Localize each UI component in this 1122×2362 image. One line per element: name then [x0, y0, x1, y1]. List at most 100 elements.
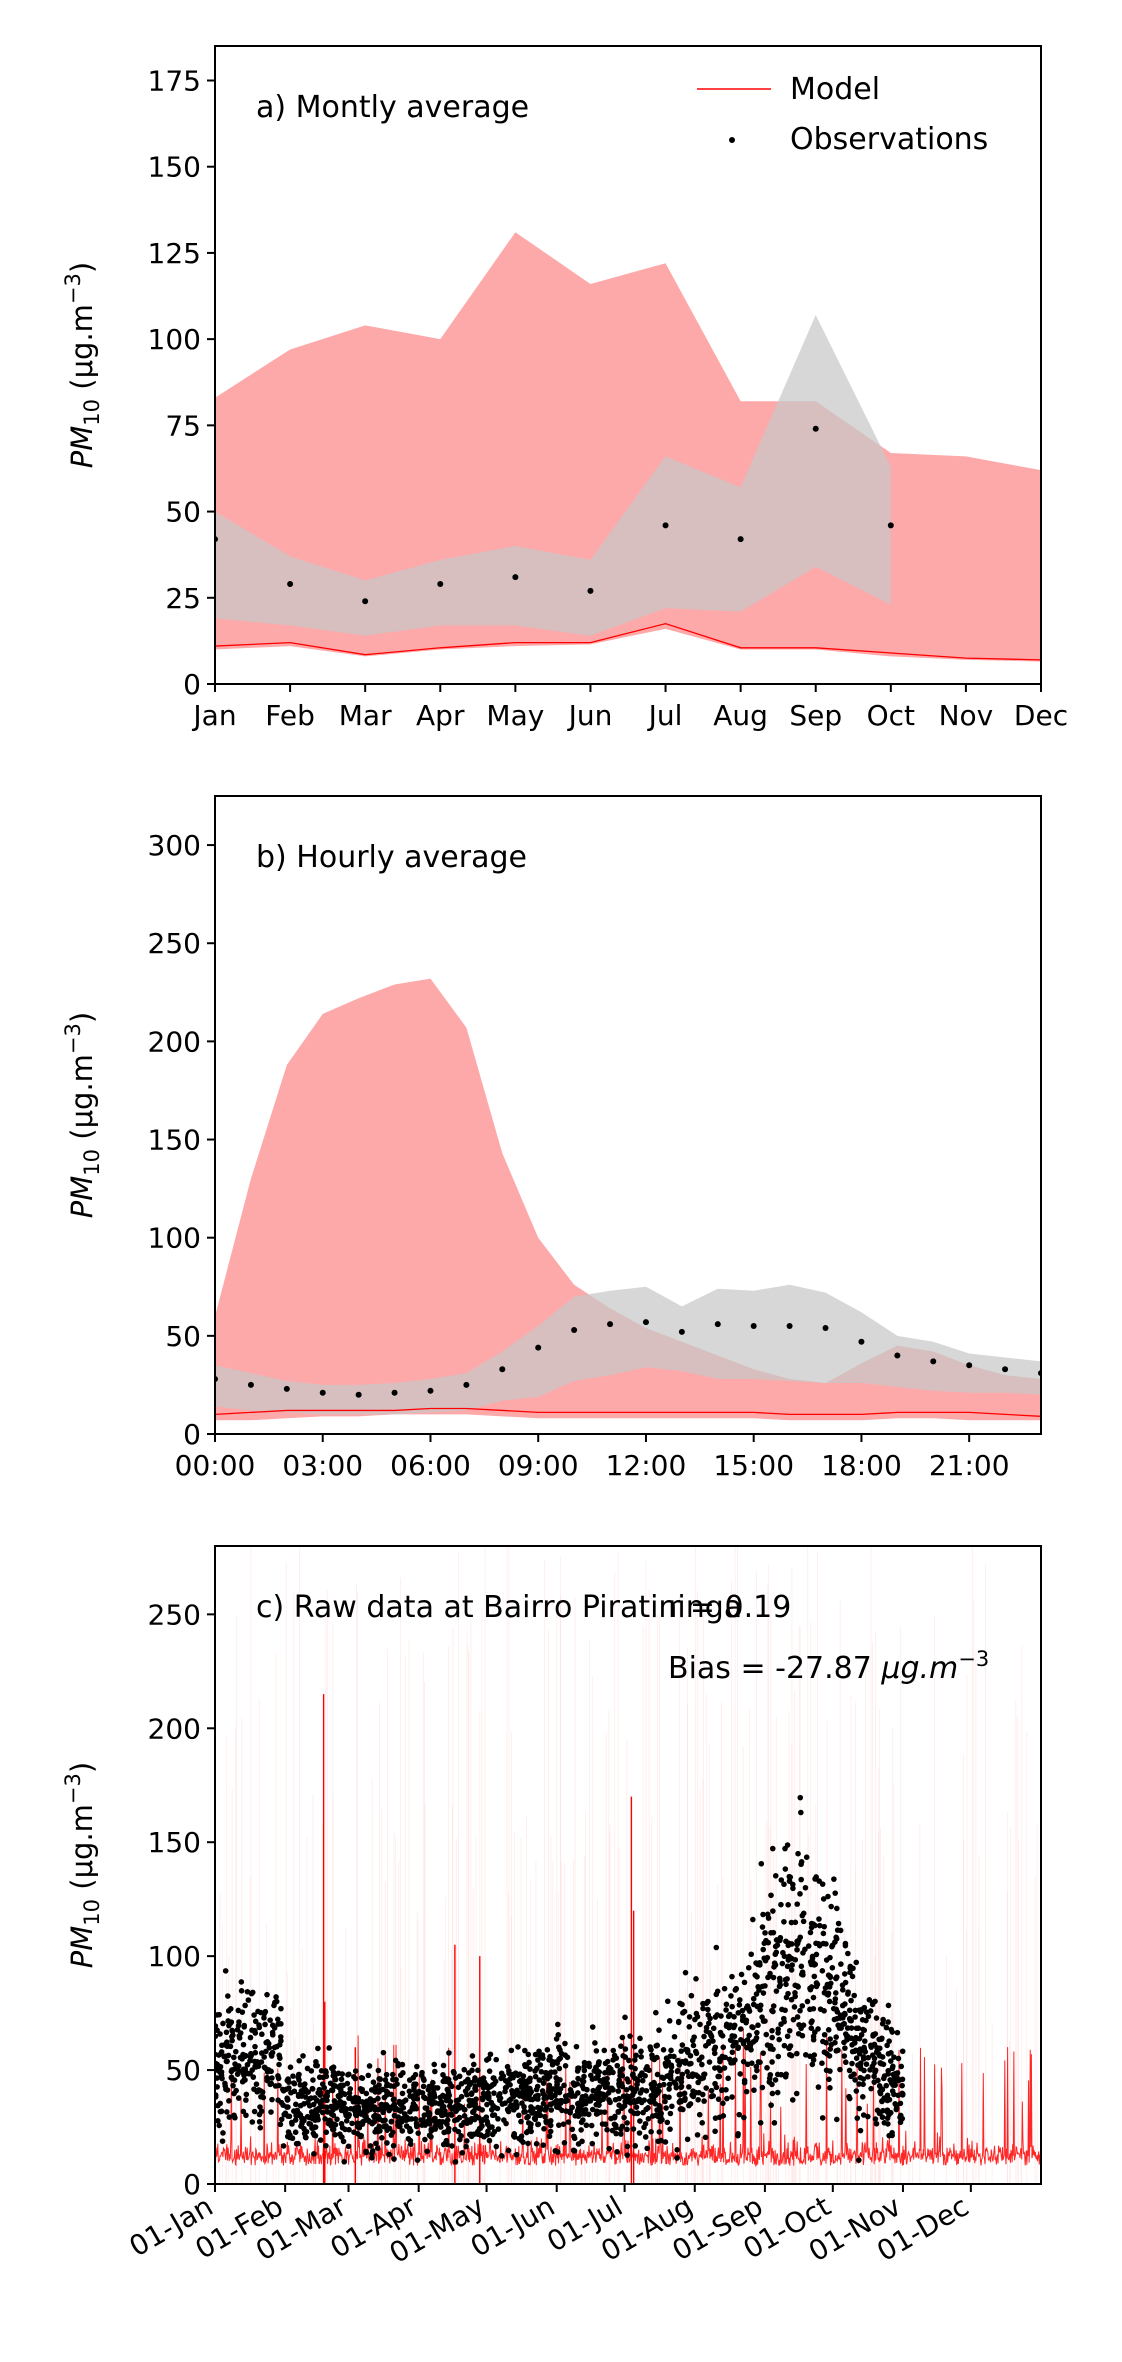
- observation-point: [798, 1963, 805, 1970]
- observation-point: [856, 2105, 862, 2112]
- observation-point: [673, 2084, 680, 2091]
- observation-point: [760, 1911, 766, 1918]
- observation-point: [461, 2106, 468, 2113]
- observation-point: [627, 2033, 633, 2039]
- observation-point: [813, 1951, 820, 1958]
- ylabel-sub-a: 10: [80, 399, 104, 426]
- observation-point: [548, 2107, 555, 2113]
- observation-point: [318, 2068, 325, 2074]
- observation-point: [606, 2145, 612, 2152]
- observation-point: [751, 2087, 757, 2093]
- observation-point: [535, 2121, 542, 2128]
- observation-point: [359, 2099, 365, 2105]
- y-tick-label: 250: [148, 927, 201, 960]
- observation-point: [330, 2064, 337, 2071]
- observation-point: [461, 2119, 467, 2126]
- observation-point: [819, 2060, 825, 2066]
- observation-point: [544, 2075, 551, 2082]
- observation-point: [647, 2044, 653, 2050]
- observation-point: [630, 2126, 637, 2132]
- observation-point: [297, 2082, 304, 2088]
- observation-point: [694, 2013, 701, 2020]
- observation-point: [528, 2104, 534, 2110]
- observation-point: [393, 2105, 399, 2112]
- observation-point: [648, 2092, 655, 2099]
- observation-point: [642, 2120, 649, 2127]
- observation-point: [587, 587, 594, 594]
- observation-point: [483, 2093, 490, 2100]
- observation-point: [853, 2047, 859, 2054]
- observation-point: [480, 2075, 487, 2081]
- observation-point: [715, 2096, 722, 2102]
- observation-point: [555, 2021, 561, 2028]
- observation-point: [895, 2055, 902, 2062]
- observation-point: [899, 2090, 905, 2097]
- y-tick-label: 250: [148, 1598, 201, 1631]
- observation-point: [489, 2112, 496, 2119]
- observation-point: [599, 2121, 606, 2127]
- observation-point: [343, 2118, 350, 2124]
- observation-point: [320, 2074, 326, 2081]
- observation-point: [839, 1982, 846, 1988]
- observation-point: [476, 2105, 482, 2112]
- observation-point: [252, 2018, 259, 2025]
- observation-range-band: [215, 314, 891, 636]
- observation-point: [800, 1918, 807, 1925]
- observation-point: [774, 2089, 781, 2096]
- observation-point: [357, 2133, 364, 2140]
- observation-point: [243, 2097, 249, 2103]
- observation-point: [721, 2065, 728, 2071]
- observation-point: [731, 2022, 738, 2029]
- observation-point: [249, 1989, 256, 1996]
- observation-point: [252, 2043, 258, 2050]
- observation-point: [639, 2077, 646, 2084]
- observation-point: [784, 2033, 791, 2040]
- observation-point: [668, 2047, 674, 2054]
- observation-point: [649, 2055, 656, 2061]
- observation-point: [750, 2039, 757, 2045]
- observation-point: [759, 1924, 766, 1930]
- observation-point: [714, 1321, 721, 1328]
- observation-point: [813, 1983, 820, 1990]
- x-axis-a: Jan Feb Mar Apr May Jun Jul Aug Sep Oct Nov Dec: [191, 684, 1068, 732]
- observation-point: [400, 2070, 406, 2076]
- observation-point: [885, 2002, 892, 2009]
- observation-point: [613, 2055, 620, 2061]
- observation-point: [463, 2143, 469, 2150]
- observation-point: [740, 2058, 747, 2065]
- observation-point: [686, 2014, 693, 2020]
- observation-point: [567, 2087, 574, 2093]
- observation-point: [408, 2141, 414, 2147]
- observation-point: [233, 2087, 239, 2094]
- observation-point: [478, 2118, 485, 2125]
- observation-point: [762, 2018, 768, 2024]
- observation-point: [304, 2065, 311, 2072]
- observation-point: [245, 1997, 252, 2003]
- observation-point: [491, 2090, 497, 2096]
- observation-point: [609, 2127, 616, 2134]
- observation-point: [884, 2042, 890, 2049]
- observation-point: [711, 2046, 718, 2053]
- observation-point: [821, 2031, 828, 2038]
- observation-point: [758, 1860, 765, 1867]
- observation-point: [894, 2077, 901, 2084]
- observation-point: [389, 2071, 396, 2078]
- observation-point: [546, 2133, 553, 2140]
- observation-point: [287, 580, 294, 587]
- observation-point: [243, 2091, 250, 2098]
- observation-point: [495, 2126, 502, 2132]
- observation-point: [825, 1893, 831, 1900]
- observation-point: [634, 2098, 641, 2105]
- observation-point: [811, 2052, 818, 2058]
- observation-point: [344, 2080, 351, 2087]
- observation-point: [736, 2111, 743, 2118]
- observation-point: [610, 2047, 617, 2054]
- observation-point: [313, 2107, 319, 2113]
- y-tick-label: 200: [148, 1712, 201, 1745]
- observation-point: [795, 1850, 801, 1857]
- observation-point: [309, 2085, 316, 2092]
- observation-point: [861, 2067, 867, 2074]
- observation-point: [464, 2138, 470, 2144]
- observation-point: [717, 2067, 723, 2074]
- observation-point: [499, 2101, 506, 2107]
